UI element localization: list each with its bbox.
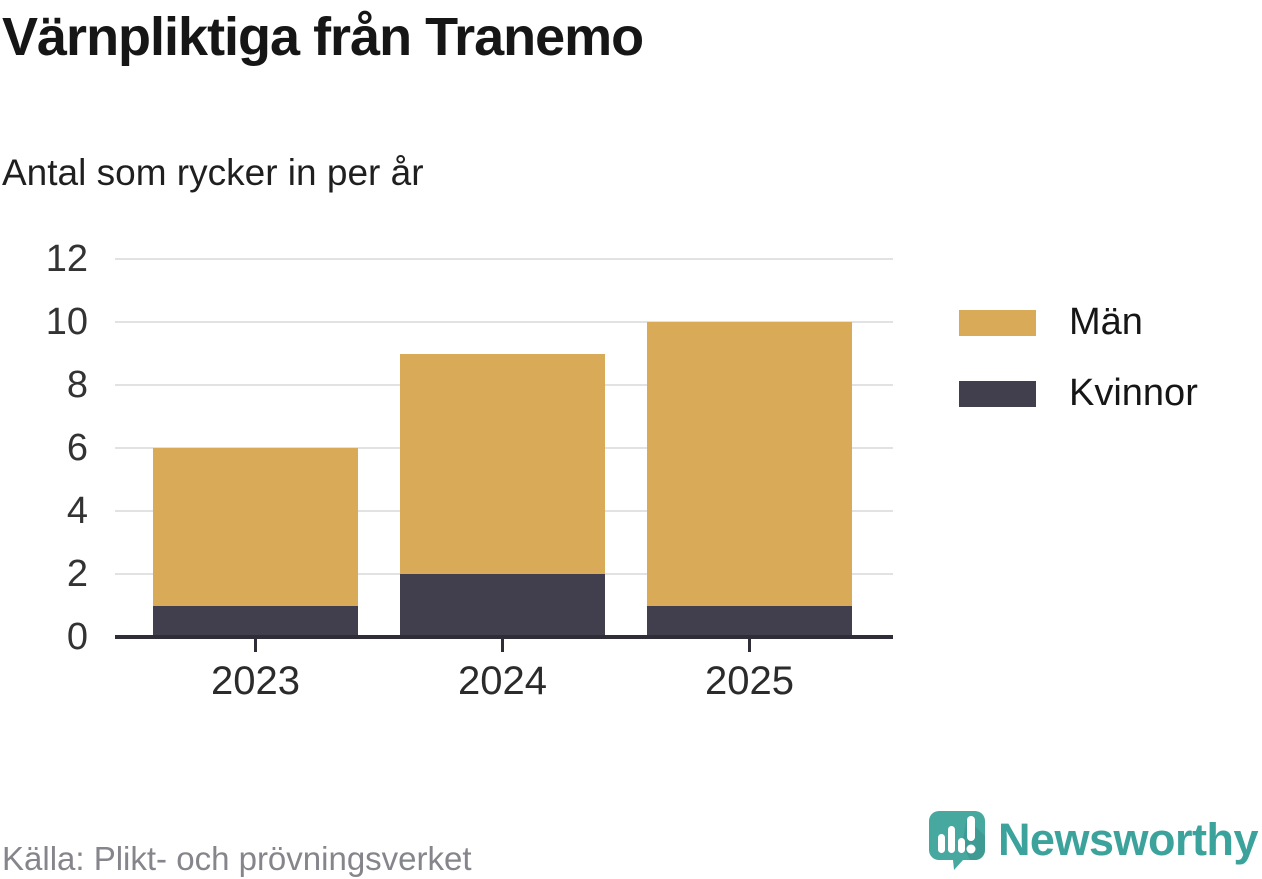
legend-swatch [959,380,1036,407]
x-axis-tick-label: 2025 [705,659,794,703]
bar-segment-2025-kvinnor [647,605,852,637]
gridline [115,258,893,260]
legend-label: Män [1069,301,1143,343]
brand-name: Newsworthy [997,814,1259,865]
gridline [115,321,893,323]
y-axis-tick-label: 2 [66,553,88,595]
source-note: Källa: Plikt- och prövningsverket [2,840,472,877]
y-axis-tick-label: 8 [66,364,88,406]
x-axis-line [115,635,893,639]
y-axis-tick-label: 6 [66,427,88,469]
legend-item-kvinnor: Kvinnor [959,372,1198,415]
chart-legend: Män Kvinnor [959,301,1198,415]
x-axis-tick [254,639,257,652]
newsworthy-logo[interactable]: Newsworthy [926,808,1259,872]
y-axis-tick-label: 10 [45,301,88,343]
bar-segment-2023-män [153,448,358,606]
x-axis-tick [748,639,751,652]
bar-segment-2024-män [400,353,605,574]
bar-segment-2024-kvinnor [400,574,605,637]
bar-segment-2023-kvinnor [153,605,358,637]
y-axis-tick-label: 12 [45,238,88,280]
x-axis-tick [501,639,504,652]
x-axis-tick-label: 2023 [211,659,300,703]
newsworthy-logo-icon [928,811,985,870]
chart-subtitle: Antal som rycker in per år [2,152,424,193]
y-axis-tick-label: 4 [66,490,88,532]
legend-label: Kvinnor [1069,372,1198,414]
bar-segment-2025-män [647,322,852,606]
chart-title: Värnpliktiga från Tranemo [2,7,644,67]
legend-item-män: Män [959,301,1198,344]
y-axis-tick-label: 0 [66,616,88,658]
x-axis-tick-label: 2024 [458,659,547,703]
legend-swatch [959,309,1036,336]
